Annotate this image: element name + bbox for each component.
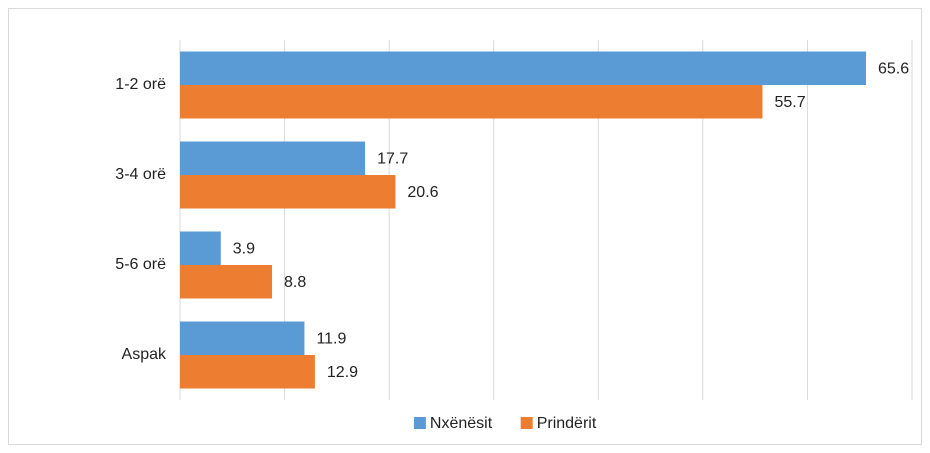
bar xyxy=(180,355,315,389)
y-tick-label: 3-4 orë xyxy=(115,166,166,183)
bar xyxy=(180,51,866,85)
bar xyxy=(180,265,273,299)
legend-label: Nxënësit xyxy=(430,415,493,432)
data-label: 12.9 xyxy=(327,364,358,381)
data-label: 65.6 xyxy=(878,60,909,77)
bar xyxy=(180,175,396,209)
y-tick-label: Aspak xyxy=(122,346,167,363)
legend-label: Prindërit xyxy=(537,415,597,432)
data-label: 55.7 xyxy=(774,94,805,111)
y-tick-label: 5-6 orë xyxy=(115,256,166,273)
data-label: 17.7 xyxy=(377,150,408,167)
bar xyxy=(180,85,763,119)
legend-swatch xyxy=(520,417,533,429)
data-label: 20.6 xyxy=(407,184,438,201)
data-label: 3.9 xyxy=(233,240,255,257)
data-label: 8.8 xyxy=(284,274,306,291)
y-tick-label: 1-2 orë xyxy=(115,76,166,93)
bar xyxy=(180,321,305,355)
legend-swatch xyxy=(413,417,426,429)
bar xyxy=(180,141,366,175)
data-label: 11.9 xyxy=(316,330,346,347)
bar xyxy=(180,231,221,265)
